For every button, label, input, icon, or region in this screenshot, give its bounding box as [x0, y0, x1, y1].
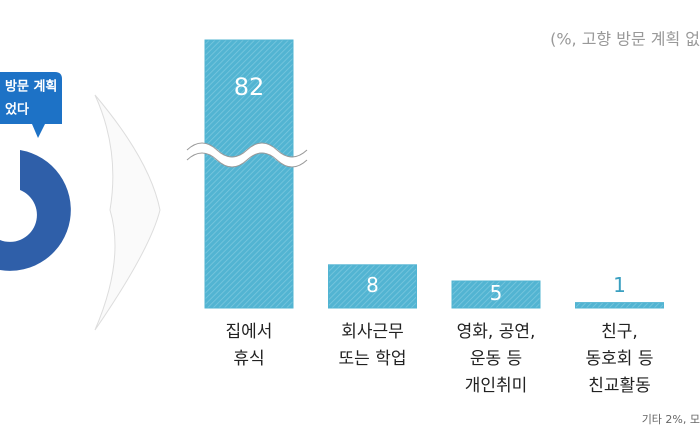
x-tick-label: 친구,: [601, 322, 638, 342]
donut-arc: [0, 150, 71, 271]
callout-box: [0, 72, 62, 138]
bar: [204, 39, 294, 309]
x-tick-label: 또는 학업: [339, 349, 407, 369]
x-tick-label: 친교활동: [588, 376, 651, 396]
value-label: 1: [613, 273, 626, 297]
axis-break: [186, 152, 308, 168]
axis-break: [183, 143, 311, 167]
value-label: 82: [234, 73, 265, 101]
x-tick-label: 개인취미: [465, 376, 528, 396]
x-tick-label: 동호회 등: [586, 349, 654, 369]
value-label: 8: [366, 273, 379, 297]
bar: [575, 302, 664, 309]
bar: [328, 264, 417, 309]
x-tick-label: 회사근무: [341, 322, 404, 342]
arrow: [94, 94, 161, 331]
callout-text: 었다: [5, 102, 29, 118]
footnote: 기타 2%, 모: [642, 413, 700, 426]
callout-text: 방문 계획: [5, 79, 57, 95]
x-tick-label: 집에서: [226, 322, 273, 342]
value-label: 5: [490, 281, 503, 305]
axis-break: [186, 142, 308, 158]
x-tick-label: 휴식: [233, 349, 264, 369]
x-tick-label: 운동 등: [470, 349, 522, 369]
note: (%, 고향 방문 계획 없: [550, 30, 700, 49]
x-tick-label: 영화, 공연,: [457, 322, 536, 342]
bar: [451, 280, 541, 309]
